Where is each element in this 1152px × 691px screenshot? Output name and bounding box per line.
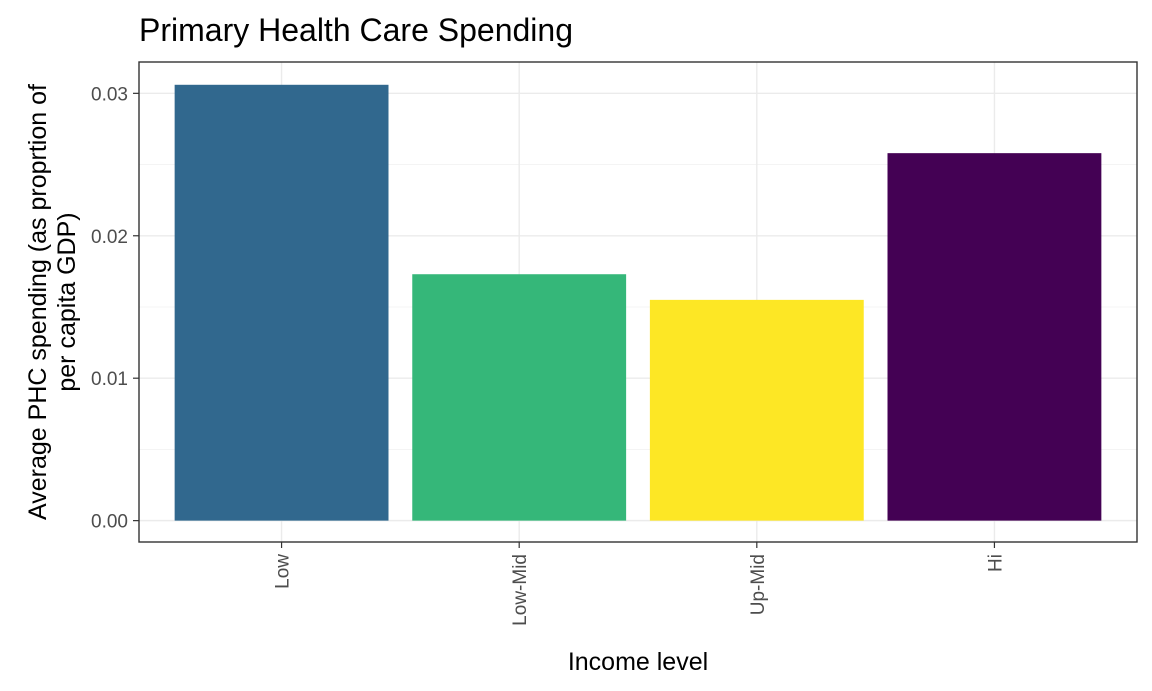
x-tick-label: Hi	[985, 554, 1006, 572]
y-tick-label: 0.01	[91, 369, 128, 390]
x-tick-label: Up-Mid	[748, 554, 769, 615]
bar-up-mid	[649, 299, 864, 521]
x-axis-title: Income level	[568, 648, 708, 676]
y-tick-label: 0.02	[91, 227, 128, 248]
x-axis: Low Low-Mid Up-Mid Hi	[273, 542, 1006, 626]
y-axis-title: Average PHC spending (as proprtion of pe…	[24, 84, 81, 520]
y-tick-label: 0.00	[91, 512, 128, 533]
y-axis: 0.00 0.01 0.02 0.03	[91, 84, 139, 533]
bar-hi	[887, 153, 1102, 521]
plot-panel	[138, 61, 1138, 543]
chart-title: Primary Health Care Spending	[139, 12, 573, 48]
bar-low	[174, 84, 389, 521]
x-tick-label: Low	[273, 554, 294, 589]
bars	[174, 84, 1102, 521]
y-axis-title-line-1: Average PHC spending (as proprtion of	[24, 84, 52, 520]
y-tick-label: 0.03	[91, 84, 128, 105]
bar-low-mid	[412, 274, 627, 521]
x-tick-label: Low-Mid	[510, 554, 531, 626]
panel-border	[138, 61, 1138, 543]
y-axis-title-line-2: per capita GDP)	[53, 212, 81, 391]
